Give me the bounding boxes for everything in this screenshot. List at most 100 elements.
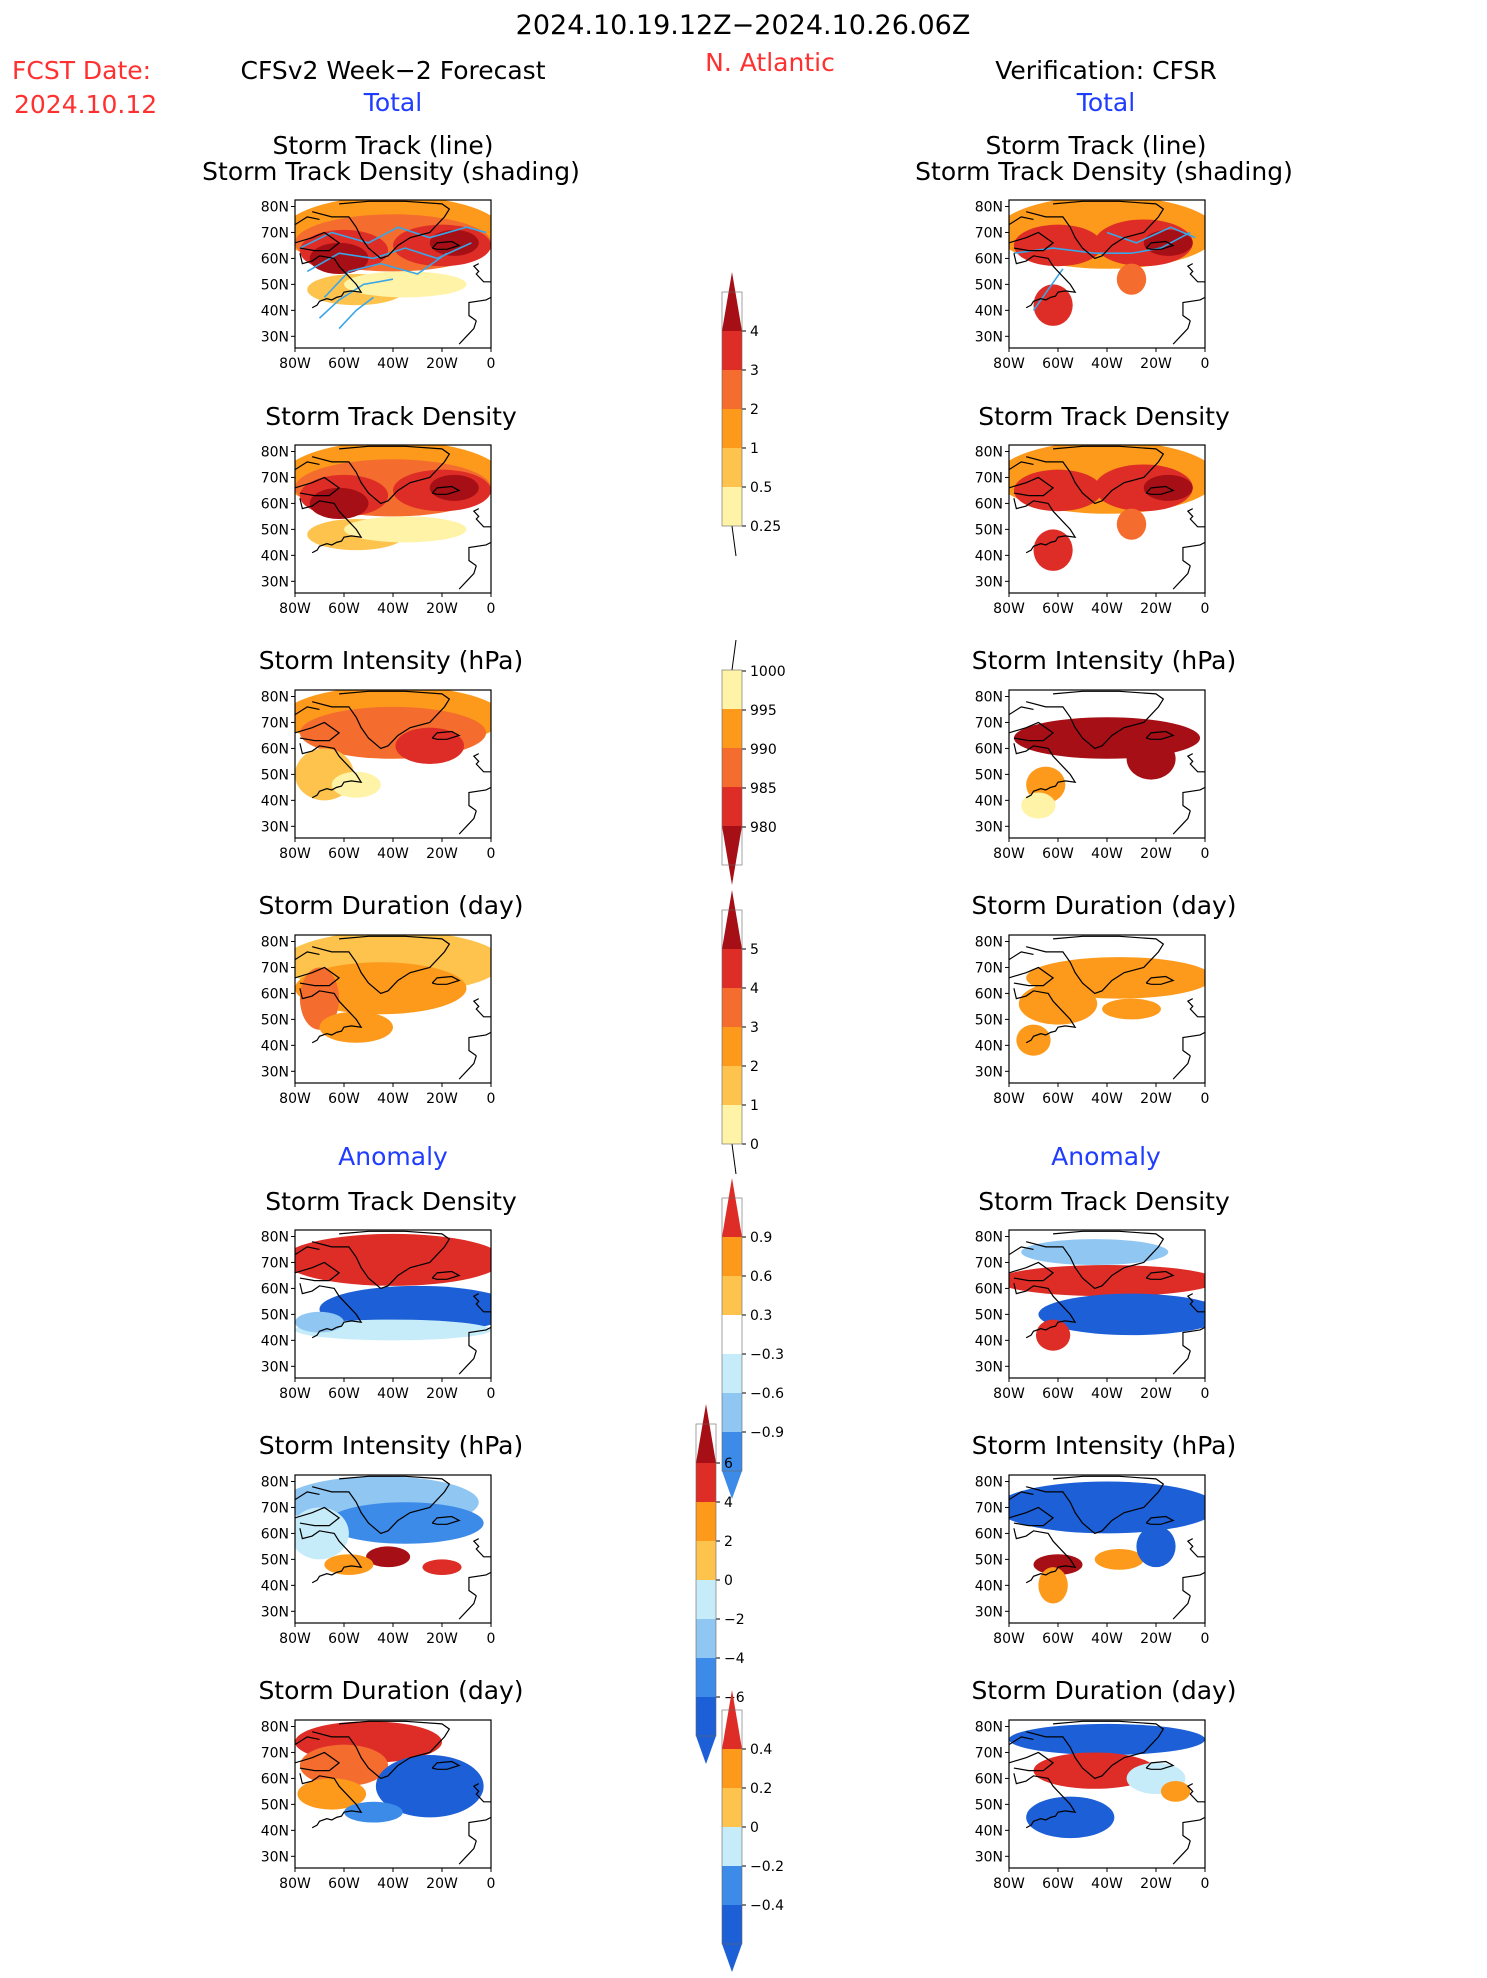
coastline [1009,1736,1034,1746]
lat-label: 50N [975,277,1003,293]
coastline [472,753,491,773]
coastline [1013,253,1077,309]
colorbar-tick-label: 4 [750,981,759,997]
fcst-date-value: 2024.10.12 [14,90,158,119]
lat-label: 70N [261,1745,289,1761]
lat-label: 30N [261,329,289,345]
map-svg: 80N 70N 60N 50N 40N 30N 80W 60W 40W 20W 0 [261,689,496,862]
lon-label: 80W [279,601,311,617]
right-density-anom-title: Storm Track Density [978,1187,1230,1216]
right-density-title: Storm Track Density [978,402,1230,431]
coastline [311,1720,451,1780]
lon-label: 0 [487,846,496,862]
map-cfsr-intensity-anom: 80N 70N 60N 50N 40N 30N 80W 60W 40W 20W 0 [964,1467,1244,1677]
colorbar-tick-label: 2 [750,1059,759,1075]
lat-label: 60N [261,1526,289,1542]
colorbar-tick-label: 0.5 [750,480,772,496]
shading-area [422,1559,462,1575]
shading-area [375,1755,484,1818]
coastline [1009,1751,1055,1772]
shading-area [331,771,381,798]
left-density-anom-title: Storm Track Density [265,1187,517,1216]
lat-label: 50N [975,522,1003,538]
coastline [468,786,491,812]
lon-label: 20W [426,1876,458,1892]
lat-label: 80N [975,199,1003,215]
coastline [1186,508,1205,528]
right-duration-title: Storm Duration (day) [971,891,1237,920]
coastline [1025,445,1165,505]
lat-label: 30N [975,1604,1003,1620]
shading-area [344,1801,403,1823]
colorbar-tick-label: −0.6 [750,1386,784,1402]
map-svg: 80N 70N 60N 50N 40N 30N 80W 60W 40W 20W 0 [975,934,1209,1107]
lat-label: 30N [975,329,1003,345]
shading-area [1116,508,1147,540]
lat-label: 70N [975,715,1003,731]
lat-label: 30N [975,1849,1003,1865]
coastline [1145,1515,1175,1525]
shading-area [1021,1239,1169,1266]
colorbar-segment [722,487,742,526]
colorbar-segment [722,1105,742,1144]
lon-label: 40W [377,601,409,617]
lon-label: 0 [1201,1386,1210,1402]
colorbar-segment [722,890,742,949]
lat-label: 80N [261,689,289,705]
coastline [1172,565,1191,590]
shading-area [1033,284,1073,326]
right-track-line-title: Storm Track (line) [985,131,1207,160]
lat-label: 80N [975,1229,1003,1245]
colorbar-segment [722,1471,742,1499]
lon-label: 60W [328,601,360,617]
lat-label: 80N [975,689,1003,705]
shading-area [1009,1723,1205,1756]
lon-label: 80W [279,1091,311,1107]
map-svg: 80N 70N 60N 50N 40N 30N 80W 60W 40W 20W 0 [261,1229,495,1402]
colorbar-intensity-total: 1000 995 990 985 980 [716,639,836,899]
lat-label: 40N [975,1038,1003,1054]
shading-area [1016,1024,1051,1056]
coastline [1025,935,1165,995]
coastline [1025,200,1165,260]
lon-label: 0 [487,1091,496,1107]
lat-label: 30N [261,1604,289,1620]
colorbar-tick-label: 3 [750,1020,759,1036]
lat-label: 80N [975,1474,1003,1490]
colorbar-tick-label: −6 [724,1690,745,1706]
lat-label: 40N [261,1333,289,1349]
lat-label: 70N [975,1500,1003,1516]
lat-label: 50N [975,1012,1003,1028]
coastline [295,706,320,716]
coastline [1025,1475,1165,1535]
coastline [1182,786,1205,812]
coastline [295,1506,341,1527]
lat-label: 50N [261,1552,289,1568]
lon-label: 80W [279,1631,311,1647]
lon-label: 0 [1201,1631,1210,1647]
lat-label: 80N [261,1229,289,1245]
coastline [311,935,451,995]
colorbar-segment [722,949,742,988]
coastline [1013,1528,1077,1584]
colorbar-tick-label: 0 [724,1573,733,1589]
lon-label: 60W [328,1091,360,1107]
shading-area [1021,792,1056,819]
colorbar-segment [722,787,742,826]
lon-label: 20W [1140,356,1172,372]
colorbar-segment [722,988,742,1027]
lat-label: 80N [975,934,1003,950]
lon-label: 40W [377,846,409,862]
lat-label: 40N [975,1333,1003,1349]
coastline [458,565,477,590]
lat-label: 70N [975,1255,1003,1271]
coastline [1145,975,1175,985]
map-fcst-density-anom: 80N 70N 60N 50N 40N 30N 80W 60W 40W 20W 0 [250,1222,530,1432]
coastline [468,296,491,322]
lat-label: 40N [975,1578,1003,1594]
colorbar-segment [696,1502,716,1541]
lat-label: 40N [261,1038,289,1054]
lat-label: 40N [261,1578,289,1594]
coastline [458,320,477,345]
colorbar-tick-label: −0.2 [750,1859,784,1875]
